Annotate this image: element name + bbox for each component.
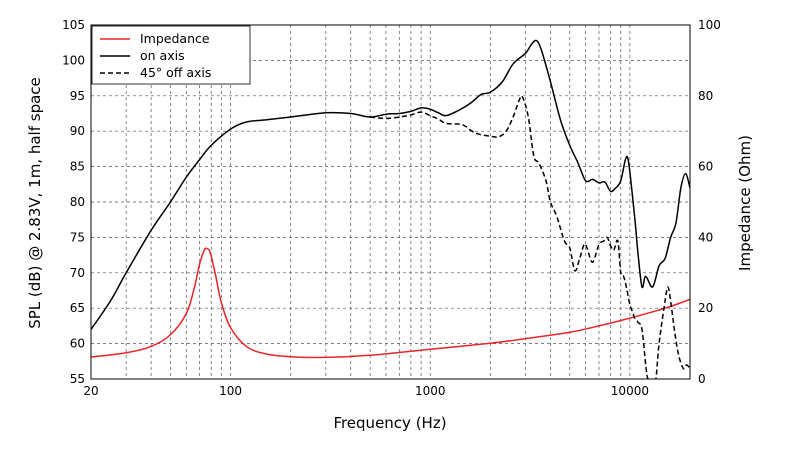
x-tick-label-10000: 10000 xyxy=(611,384,649,398)
y-right-tick-label-60: 60 xyxy=(698,160,713,174)
x-tick-label-20: 20 xyxy=(83,384,98,398)
y-left-tick-label-100: 100 xyxy=(62,53,85,67)
y-right-tick-label-0: 0 xyxy=(698,372,706,386)
y-left-tick-label-80: 80 xyxy=(70,195,85,209)
y-right-tick-label-20: 20 xyxy=(698,301,713,315)
series-layer xyxy=(91,39,690,379)
legend-label-on-axis: on axis xyxy=(140,48,185,63)
y-right-tick-label-100: 100 xyxy=(698,18,721,32)
legend-box xyxy=(91,25,251,85)
y-left-tick-label-105: 105 xyxy=(62,18,85,32)
y-right-tick-label-40: 40 xyxy=(698,230,713,244)
y-left-tick-label-55: 55 xyxy=(70,372,85,386)
y-left-tick-label-95: 95 xyxy=(70,89,85,103)
x-axis-title: Frequency (Hz) xyxy=(333,414,446,432)
x-tick-label-100: 100 xyxy=(219,384,242,398)
series-line-on-axis xyxy=(91,39,690,330)
legend-label-impedance: Impedance xyxy=(140,31,210,46)
legend-label-off-axis: 45° off axis xyxy=(140,65,211,80)
y-left-tick-label-65: 65 xyxy=(70,301,85,315)
y-left-tick-label-60: 60 xyxy=(70,337,85,351)
y-axis-title-right: Impedance (Ohm) xyxy=(736,135,754,271)
series-line-impedance xyxy=(91,247,690,359)
legend: Impedance on axis 45° off axis xyxy=(91,25,251,85)
y-axis-title-left: SPL (dB) @ 2.83V, 1m, half space xyxy=(26,77,44,329)
y-left-tick-label-75: 75 xyxy=(70,230,85,244)
y-right-tick-label-80: 80 xyxy=(698,89,713,103)
y-left-tick-label-90: 90 xyxy=(70,124,85,138)
plot-frame xyxy=(90,24,691,380)
x-tick-label-1000: 1000 xyxy=(415,384,446,398)
tick-labels: 20 100 1000 10000 55 60 65 70 75 80 85 90 95 100 105 0 2… xyxy=(62,18,721,398)
y-left-tick-label-85: 85 xyxy=(70,160,85,174)
grid xyxy=(91,25,690,379)
y-left-tick-label-70: 70 xyxy=(70,266,85,280)
series-line-45-off-axis xyxy=(370,94,690,379)
